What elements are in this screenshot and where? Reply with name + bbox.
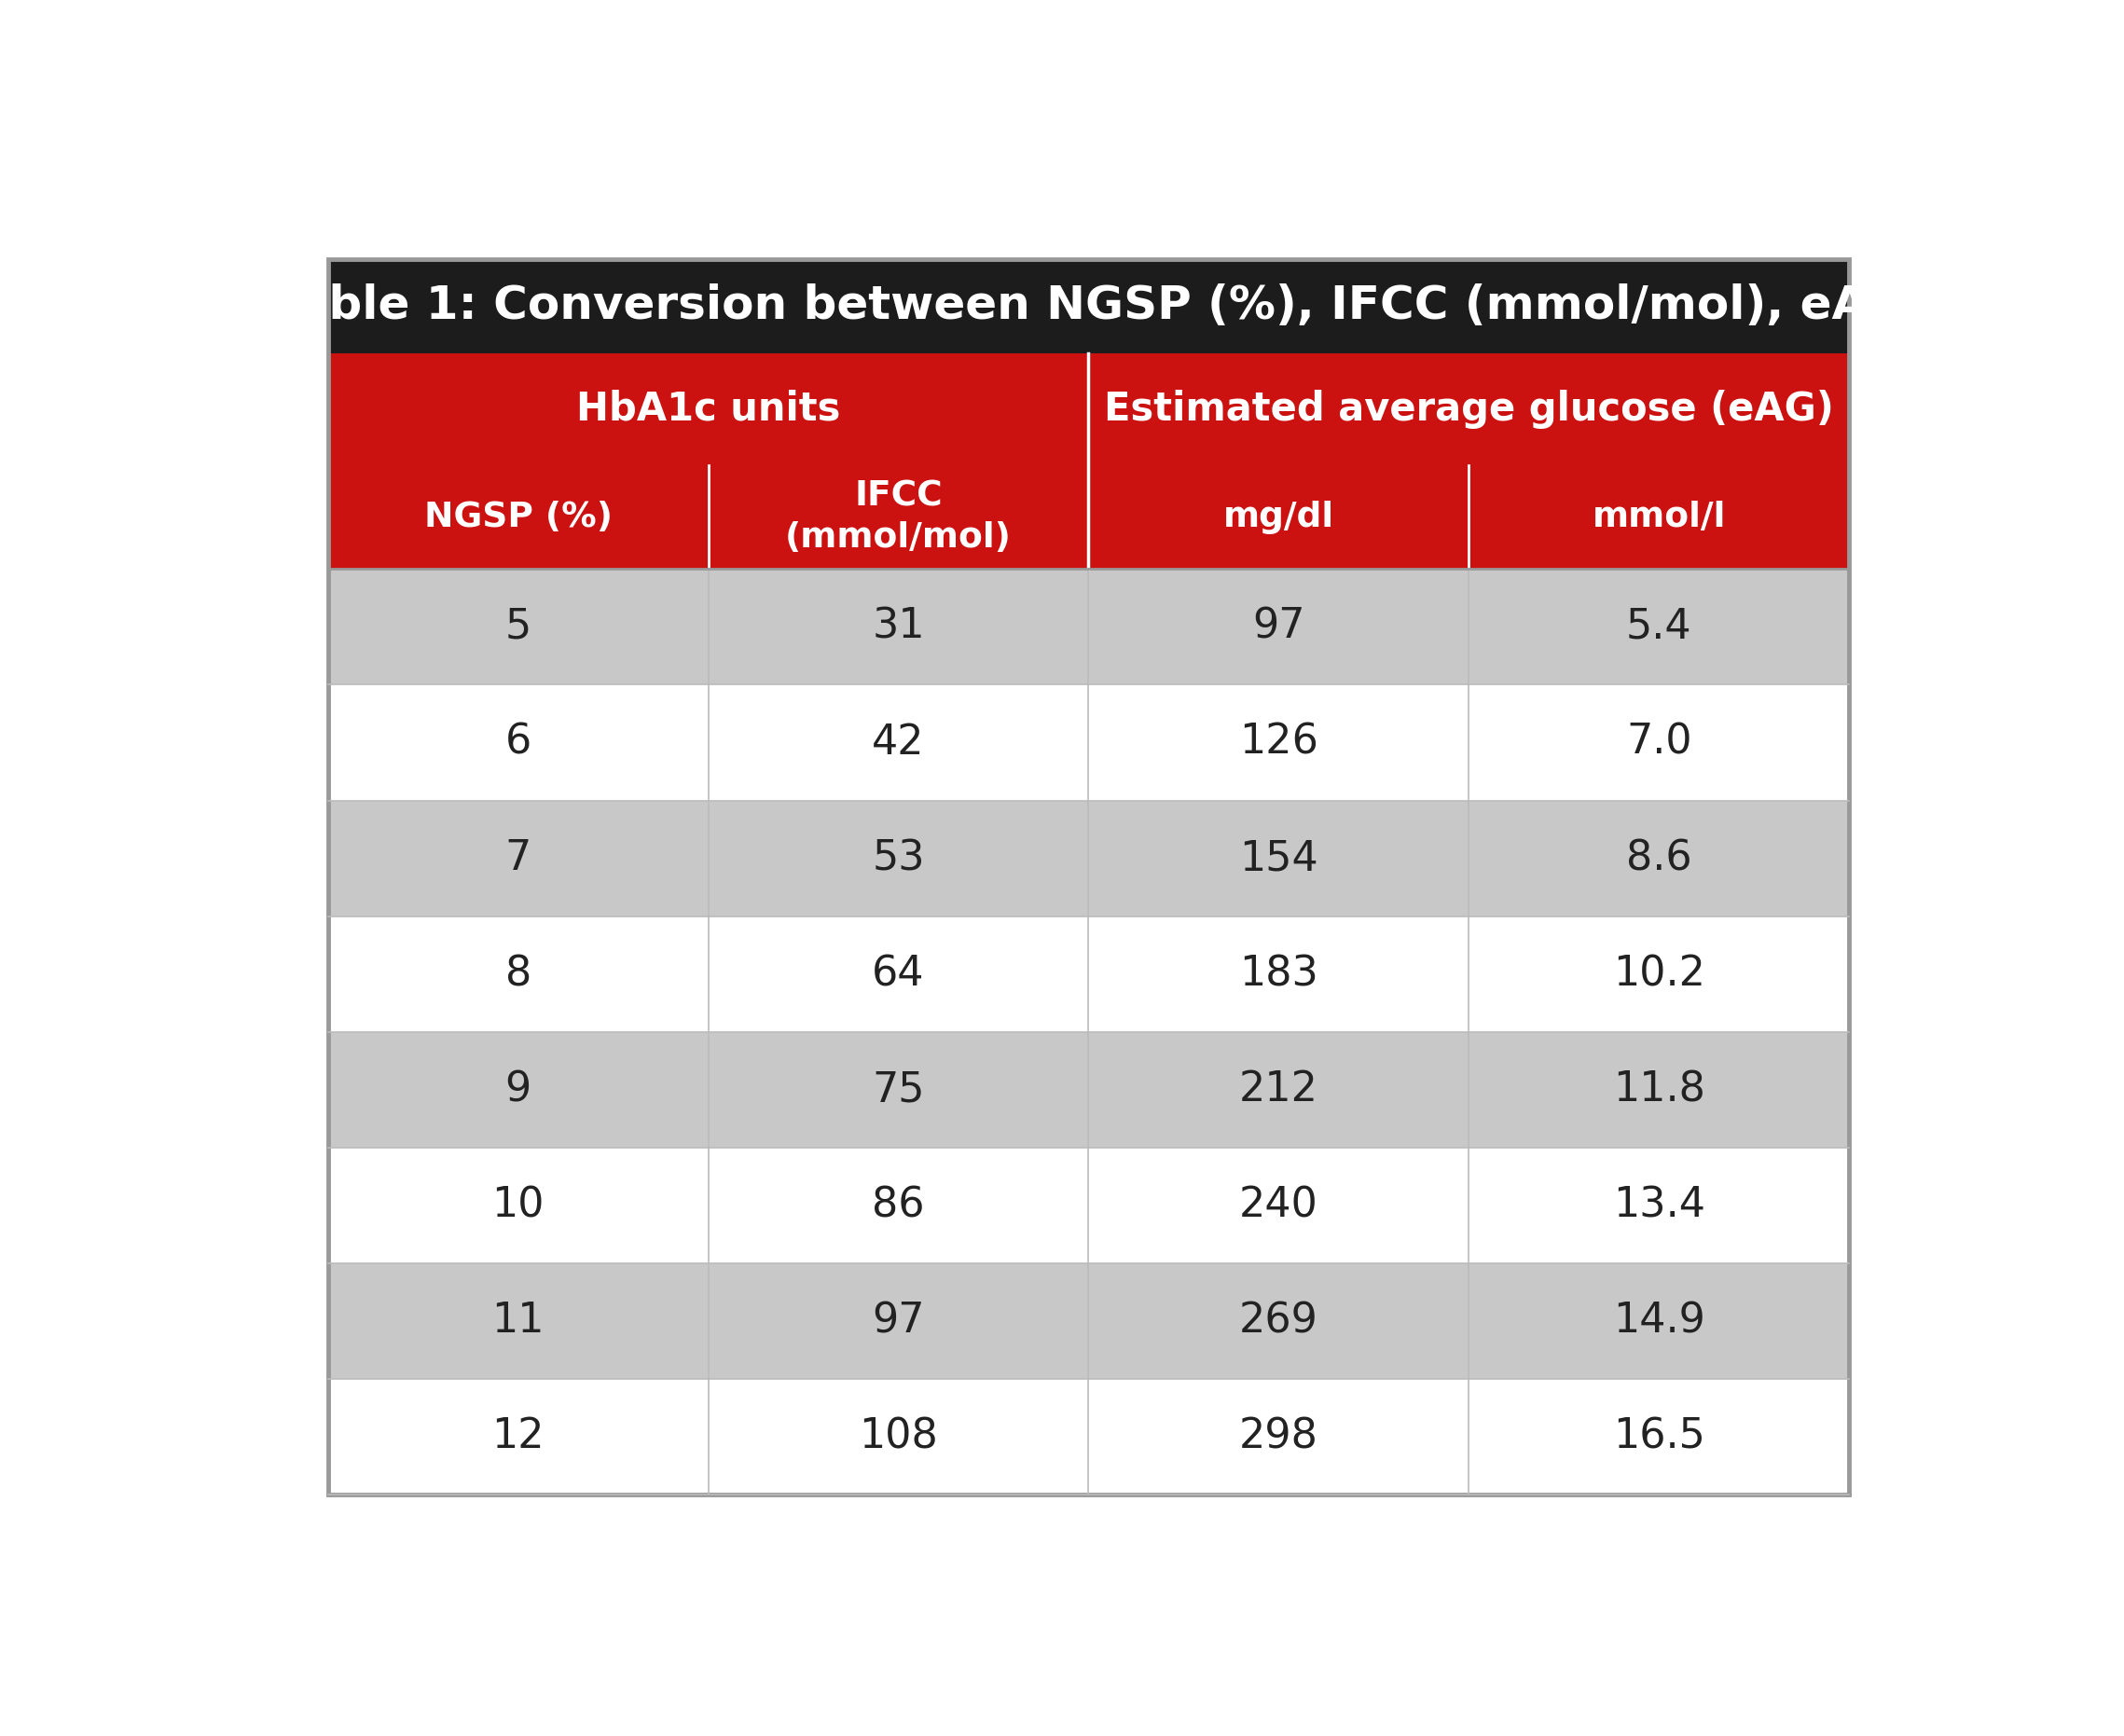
Text: 11.8: 11.8 — [1612, 1069, 1706, 1109]
Text: 154: 154 — [1238, 838, 1319, 878]
Text: 5: 5 — [506, 608, 531, 648]
Bar — [327, 352, 1850, 569]
Text: 13.4: 13.4 — [1612, 1186, 1706, 1226]
Bar — [327, 1031, 1850, 1147]
Text: NGSP (%): NGSP (%) — [425, 500, 612, 535]
Bar — [327, 569, 1850, 684]
Text: Table 1: Conversion between NGSP (%), IFCC (mmol/mol), eAG: Table 1: Conversion between NGSP (%), IF… — [272, 283, 1905, 328]
Bar — [327, 1264, 1850, 1378]
Text: 8: 8 — [506, 953, 531, 995]
Text: 10.2: 10.2 — [1612, 953, 1706, 995]
Bar — [327, 259, 1850, 352]
Text: 75: 75 — [873, 1069, 924, 1109]
Bar — [327, 1378, 1850, 1495]
Text: 86: 86 — [873, 1186, 924, 1226]
Text: 12: 12 — [493, 1417, 544, 1457]
Text: 240: 240 — [1238, 1186, 1319, 1226]
Text: 14.9: 14.9 — [1612, 1300, 1706, 1340]
Text: mg/dl: mg/dl — [1223, 500, 1334, 535]
Text: 9: 9 — [506, 1069, 531, 1109]
Text: 31: 31 — [873, 608, 924, 648]
Text: 183: 183 — [1238, 953, 1319, 995]
Text: 212: 212 — [1238, 1069, 1319, 1109]
Text: IFCC
(mmol/mol): IFCC (mmol/mol) — [786, 479, 1011, 556]
Text: mmol/l: mmol/l — [1593, 500, 1727, 535]
Text: 42: 42 — [873, 722, 924, 762]
Text: 5.4: 5.4 — [1627, 608, 1693, 648]
Text: 10: 10 — [493, 1186, 544, 1226]
Text: 7.0: 7.0 — [1627, 722, 1693, 762]
Text: 298: 298 — [1238, 1417, 1319, 1457]
Text: 6: 6 — [506, 722, 531, 762]
Text: HbA1c units: HbA1c units — [576, 389, 841, 429]
Text: 97: 97 — [1253, 608, 1304, 648]
Text: 8.6: 8.6 — [1627, 838, 1693, 878]
Text: 126: 126 — [1238, 722, 1319, 762]
Text: 269: 269 — [1238, 1300, 1319, 1340]
Bar — [327, 800, 1850, 917]
Text: 16.5: 16.5 — [1612, 1417, 1706, 1457]
Bar — [327, 917, 1850, 1031]
Text: 97: 97 — [873, 1300, 924, 1340]
Text: 64: 64 — [873, 953, 924, 995]
Text: 53: 53 — [873, 838, 924, 878]
Text: 108: 108 — [858, 1417, 939, 1457]
Bar — [327, 1147, 1850, 1264]
Text: 7: 7 — [506, 838, 531, 878]
Bar — [327, 684, 1850, 800]
Text: 11: 11 — [493, 1300, 544, 1340]
Text: Estimated average glucose (eAG): Estimated average glucose (eAG) — [1104, 389, 1833, 429]
